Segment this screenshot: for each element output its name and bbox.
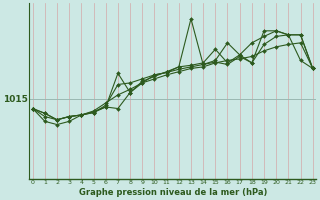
X-axis label: Graphe pression niveau de la mer (hPa): Graphe pression niveau de la mer (hPa): [78, 188, 267, 197]
